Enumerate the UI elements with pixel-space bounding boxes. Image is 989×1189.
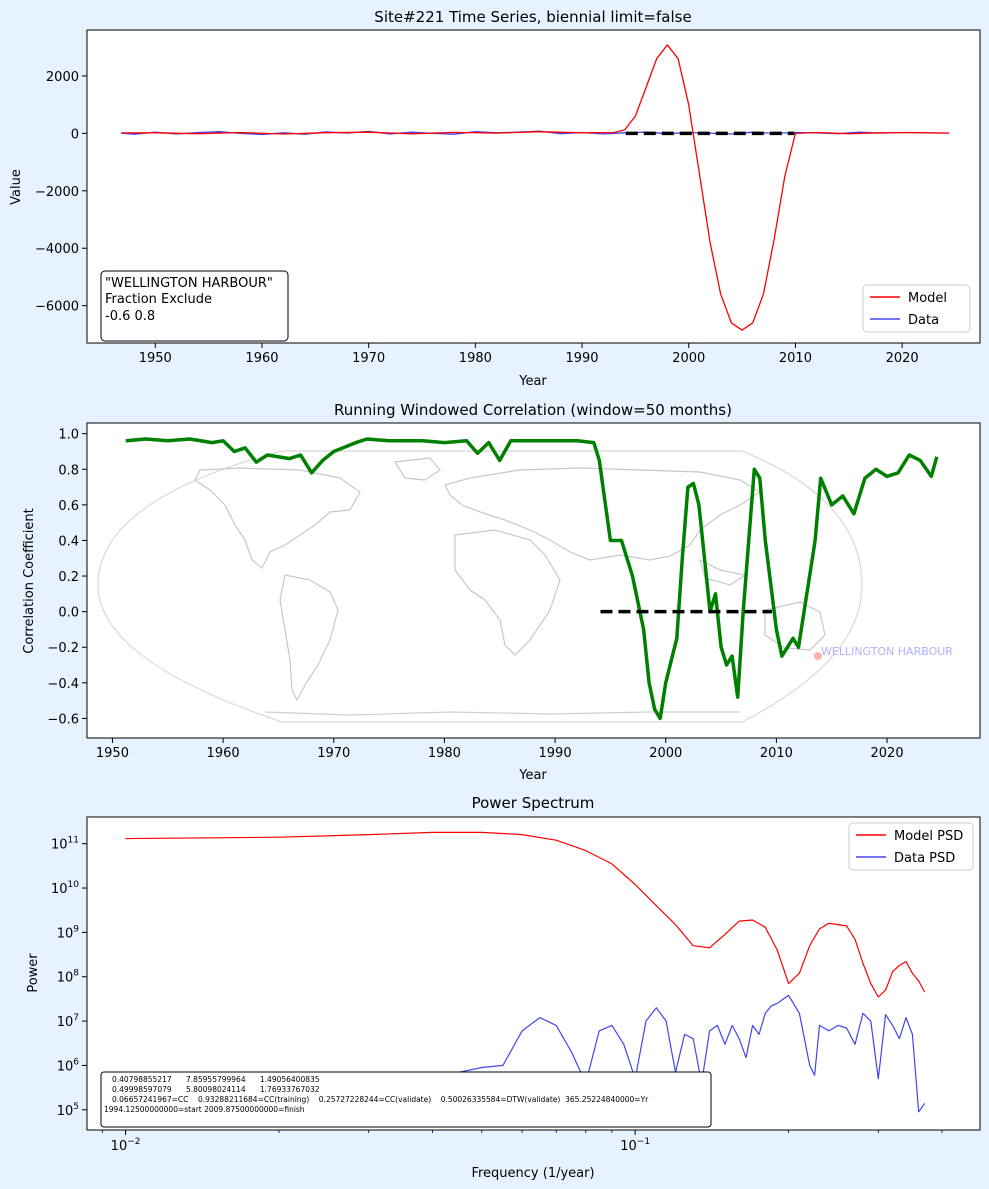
power-spectrum-panel: Power Spectrum 10−2 10−1 105 106 107 108 109 1…	[26, 794, 981, 1181]
correlation-ytick-label: 0.8	[58, 463, 79, 478]
correlation-ytick-label: −0.2	[47, 641, 79, 656]
power-spectrum-ylabel: Power	[26, 953, 41, 993]
power-spectrum-ytick-label: 1010	[51, 880, 79, 897]
time-series-ytick-label: −2000	[35, 185, 79, 200]
time-series-xtick-label: 1960	[245, 351, 278, 366]
correlation-panel: WELLINGTON HARBOUR Running Windowed Corr…	[22, 401, 981, 783]
map-site-label: WELLINGTON HARBOUR	[821, 645, 953, 658]
correlation-xtick-label: 1990	[539, 746, 572, 761]
correlation-xtick-label: 1950	[96, 746, 129, 761]
time-series-ytick-label: −4000	[35, 242, 79, 257]
stats-annotation-box: 0.40798855217 7.85955799964 1.4905640083…	[100, 1071, 712, 1128]
correlation-xtick-label: 1960	[207, 746, 240, 761]
power-spectrum-ytick-label: 108	[57, 969, 80, 986]
power-spectrum-title: Power Spectrum	[472, 794, 595, 812]
time-series-ytick-label: −6000	[35, 300, 79, 315]
time-series-xtick-label: 1970	[352, 351, 385, 366]
legend-model-psd-label: Model PSD	[894, 829, 963, 844]
stats-line-3: 0.06657241967=CC 0.93288211684=CC(traini…	[112, 1095, 649, 1104]
correlation-ytick-label: −0.4	[47, 677, 79, 692]
time-series-ylabel: Value	[9, 169, 24, 205]
time-series-ytick-label: 2000	[46, 70, 79, 85]
time-series-xtick-label: 1990	[565, 351, 598, 366]
time-series-xtick-label: 1950	[139, 351, 172, 366]
legend-model-label: Model	[908, 291, 947, 306]
correlation-series-line-0	[125, 437, 939, 721]
power-spectrum-ytick-label: 1011	[51, 836, 79, 853]
time-series-title: Site#221 Time Series, biennial limit=fal…	[374, 8, 691, 26]
correlation-xtick-label: 2000	[649, 746, 682, 761]
time-series-series-line-model	[121, 44, 950, 331]
time-series-ytick-label: 0	[71, 127, 79, 142]
correlation-title: Running Windowed Correlation (window=50 …	[334, 401, 732, 419]
site-annotation-box: "WELLINGTON HARBOUR" Fraction Exclude -0…	[100, 270, 289, 342]
correlation-xtick-label: 2010	[760, 746, 793, 761]
correlation-ytick-label: 0.2	[58, 570, 79, 585]
time-series-xtick-label: 2020	[886, 351, 919, 366]
power-spectrum-xtick-label: 10−2	[111, 1137, 141, 1154]
power-spectrum-ytick-label: 105	[57, 1102, 79, 1119]
legend-data-label: Data	[908, 313, 939, 328]
time-series-xtick-label: 1980	[459, 351, 492, 366]
annotation-line-1: "WELLINGTON HARBOUR"	[105, 276, 273, 291]
correlation-xtick-label: 1980	[428, 746, 461, 761]
time-series-xtick-label: 2010	[779, 351, 812, 366]
power-spectrum-ytick-label: 106	[57, 1057, 80, 1074]
world-map-background-icon	[97, 450, 863, 723]
correlation-ytick-label: 0.0	[58, 606, 79, 621]
correlation-ytick-label: −0.6	[47, 712, 79, 727]
correlation-xtick-label: 1970	[317, 746, 350, 761]
correlation-ytick-label: 0.4	[58, 534, 79, 549]
annotation-line-3: -0.6 0.8	[105, 309, 155, 324]
power-spectrum-xlabel: Frequency (1/year)	[471, 1166, 594, 1181]
correlation-ytick-label: 1.0	[58, 428, 79, 443]
time-series-panel: Site#221 Time Series, biennial limit=fal…	[9, 8, 981, 389]
correlation-xtick-label: 2020	[871, 746, 904, 761]
correlation-ytick-label: 0.6	[58, 499, 79, 514]
time-series-legend: Model Data	[862, 284, 971, 333]
stats-line-2: 0.49998597079 5.80098024114 1.7693376703…	[112, 1085, 320, 1094]
time-series-xlabel: Year	[518, 374, 547, 389]
power-spectrum-series-line-data-psd	[125, 994, 926, 1113]
correlation-ylabel: Correlation Coefficient	[22, 508, 37, 654]
stats-line-1: 0.40798855217 7.85955799964 1.4905640083…	[112, 1075, 320, 1084]
power-spectrum-series-line-model-psd	[125, 831, 926, 998]
annotation-line-2: Fraction Exclude	[105, 292, 212, 307]
time-series-xtick-label: 2000	[672, 351, 705, 366]
power-spectrum-xtick-label: 10−1	[620, 1137, 650, 1154]
stats-line-4: 1994.12500000000=start 2009.87500000000=…	[104, 1105, 305, 1114]
legend-data-psd-label: Data PSD	[894, 851, 955, 866]
power-spectrum-ytick-label: 109	[57, 924, 80, 941]
power-spectrum-legend: Model PSD Data PSD	[848, 822, 974, 871]
correlation-xlabel: Year	[518, 768, 547, 783]
map-site-marker-icon	[814, 652, 822, 660]
power-spectrum-ytick-label: 107	[57, 1013, 79, 1030]
